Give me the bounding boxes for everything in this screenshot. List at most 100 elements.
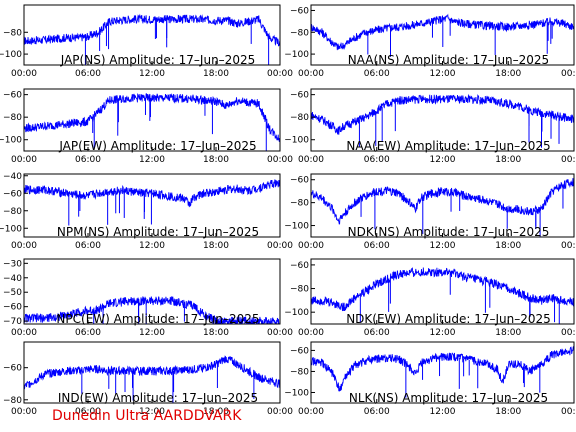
- chart-panel: 00:00 06:00 12:00 18:00 00:00 −80 −100 JAP(NS) …: [0, 4, 293, 79]
- series-line: [24, 178, 280, 208]
- x-tick-label: 00:00: [298, 69, 324, 79]
- x-tick-label: 06:00: [75, 328, 101, 338]
- series-line: [311, 13, 574, 51]
- x-tick-label: 12:00: [430, 328, 456, 338]
- y-tick-label: −60: [290, 346, 309, 356]
- x-tick-label: 12:00: [430, 241, 456, 251]
- y-tick-label: −60: [290, 6, 309, 16]
- x-tick-label: 18:00: [495, 241, 521, 251]
- y-tick-label: −80: [290, 285, 309, 295]
- chart-panel: 00:00 06:00 12:00 18:00 00:00 −60 −80 −100 JAP(E…: [0, 88, 293, 165]
- chart-panel: 00:00 06:00 12:00 18:00 00:00 −60 −80 IND(EW) A…: [3, 341, 293, 417]
- y-tick-label: −100: [284, 388, 309, 398]
- x-tick-label: 18:00: [203, 69, 229, 79]
- x-tick-label: 06:00: [364, 69, 390, 79]
- x-tick-label: 06:00: [364, 328, 390, 338]
- series-line: [24, 296, 280, 324]
- panel-title: NPC(EW) Amplitude: 17–Jun–2025: [56, 312, 259, 326]
- x-tick-label: 00:00: [267, 328, 293, 338]
- panel-title: IND(EW) Amplitude: 17–Jun–2025: [58, 391, 258, 405]
- y-tick-label: −60: [3, 189, 22, 199]
- x-tick-label: 06:00: [75, 155, 101, 165]
- x-tick-label: 06:00: [75, 407, 101, 417]
- series-line: [24, 13, 280, 47]
- x-tick-label: 00:00: [561, 241, 576, 251]
- chart-panel: 00:00 06:00 12:00 18:00 00:00 −60 −80 −100 NLK(N…: [284, 341, 576, 417]
- series-line: [311, 345, 574, 392]
- y-tick-label: −80: [290, 28, 309, 38]
- y-tick-label: −50: [3, 288, 22, 298]
- x-tick-label: 00:00: [561, 328, 576, 338]
- x-tick-label: 18:00: [203, 407, 229, 417]
- x-tick-label: 06:00: [75, 241, 101, 251]
- series-line: [311, 178, 574, 225]
- panel-title: NDK(EW) Amplitude: 17–Jun–2025: [346, 312, 551, 326]
- y-tick-label: −60: [290, 176, 309, 186]
- x-tick-label: 18:00: [495, 69, 521, 79]
- y-tick-label: −100: [284, 222, 309, 232]
- y-tick-label: −30: [3, 259, 22, 269]
- x-tick-label: 00:00: [11, 241, 37, 251]
- y-tick-label: −40: [3, 172, 22, 182]
- chart-panel: 00:00 06:00 12:00 18:00 00:00 −60 −80 −100 NAA(N…: [284, 4, 576, 79]
- y-tick-label: −80: [3, 396, 22, 406]
- x-tick-label: 18:00: [495, 407, 521, 417]
- series-line: [311, 266, 574, 312]
- y-tick-label: −100: [284, 136, 309, 146]
- y-tick-label: −80: [290, 199, 309, 209]
- x-tick-label: 00:00: [267, 155, 293, 165]
- x-tick-label: 12:00: [139, 69, 165, 79]
- y-tick-label: −100: [0, 224, 22, 234]
- y-tick-label: −100: [284, 50, 309, 60]
- x-tick-label: 12:00: [139, 241, 165, 251]
- y-tick-label: −60: [3, 91, 22, 101]
- x-tick-label: 12:00: [430, 407, 456, 417]
- y-tick-label: −80: [290, 367, 309, 377]
- x-tick-label: 00:00: [561, 407, 576, 417]
- y-tick-label: −60: [3, 303, 22, 313]
- y-tick-label: −60: [290, 261, 309, 271]
- x-tick-label: 00:00: [298, 155, 324, 165]
- series-line: [24, 355, 280, 390]
- x-tick-label: 12:00: [139, 328, 165, 338]
- x-tick-label: 00:00: [11, 155, 37, 165]
- x-tick-label: 00:00: [561, 155, 576, 165]
- chart-panel: 00:00 06:00 12:00 18:00 00:00 −40 −60 −80 −100 NP…: [0, 172, 293, 251]
- panel-title: NAA(NS) Amplitude: 17–Jun–2025: [348, 53, 549, 67]
- y-tick-label: −80: [3, 207, 22, 217]
- x-tick-label: 06:00: [364, 155, 390, 165]
- panel-title: NPM(NS) Amplitude: 17–Jun–2025: [57, 225, 259, 239]
- series-line: [24, 93, 280, 142]
- y-tick-label: −60: [3, 364, 22, 374]
- y-tick-label: −100: [0, 50, 22, 60]
- panel-title: JAP(NS) Amplitude: 17–Jun–2025: [60, 53, 255, 67]
- y-tick-label: −100: [284, 308, 309, 318]
- panel-title: NDK(NS) Amplitude: 17–Jun–2025: [348, 225, 550, 239]
- x-tick-label: 00:00: [11, 69, 37, 79]
- x-tick-label: 00:00: [11, 328, 37, 338]
- x-tick-label: 00:00: [267, 407, 293, 417]
- footer-label: Dunedin Ultra AARDDVARK: [52, 408, 242, 424]
- x-tick-label: 00:00: [267, 241, 293, 251]
- x-tick-label: 00:00: [298, 407, 324, 417]
- x-tick-label: 12:00: [430, 69, 456, 79]
- x-tick-label: 18:00: [495, 155, 521, 165]
- y-tick-label: −70: [3, 317, 22, 327]
- chart-panel: 00:00 06:00 12:00 18:00 00:00 −60 −80 −100 NDK(N…: [284, 173, 576, 251]
- x-tick-label: 12:00: [430, 155, 456, 165]
- chart-panel: 00:00 06:00 12:00 18:00 00:00 −30 −40 −50 −60 −70…: [3, 258, 293, 338]
- x-tick-label: 18:00: [203, 155, 229, 165]
- x-tick-label: 00:00: [298, 328, 324, 338]
- x-tick-label: 18:00: [203, 328, 229, 338]
- panel-title: NAA(EW) Amplitude: 17–Jun–2025: [346, 139, 550, 153]
- y-tick-label: −80: [290, 113, 309, 123]
- x-tick-label: 12:00: [139, 407, 165, 417]
- y-tick-label: −100: [0, 136, 22, 146]
- panel-title: NLK(NS) Amplitude: 17–Jun–2025: [349, 391, 548, 405]
- x-tick-label: 06:00: [364, 241, 390, 251]
- x-tick-label: 12:00: [139, 155, 165, 165]
- y-tick-label: −60: [290, 91, 309, 101]
- x-tick-label: 06:00: [364, 407, 390, 417]
- x-tick-label: 00:00: [267, 69, 293, 79]
